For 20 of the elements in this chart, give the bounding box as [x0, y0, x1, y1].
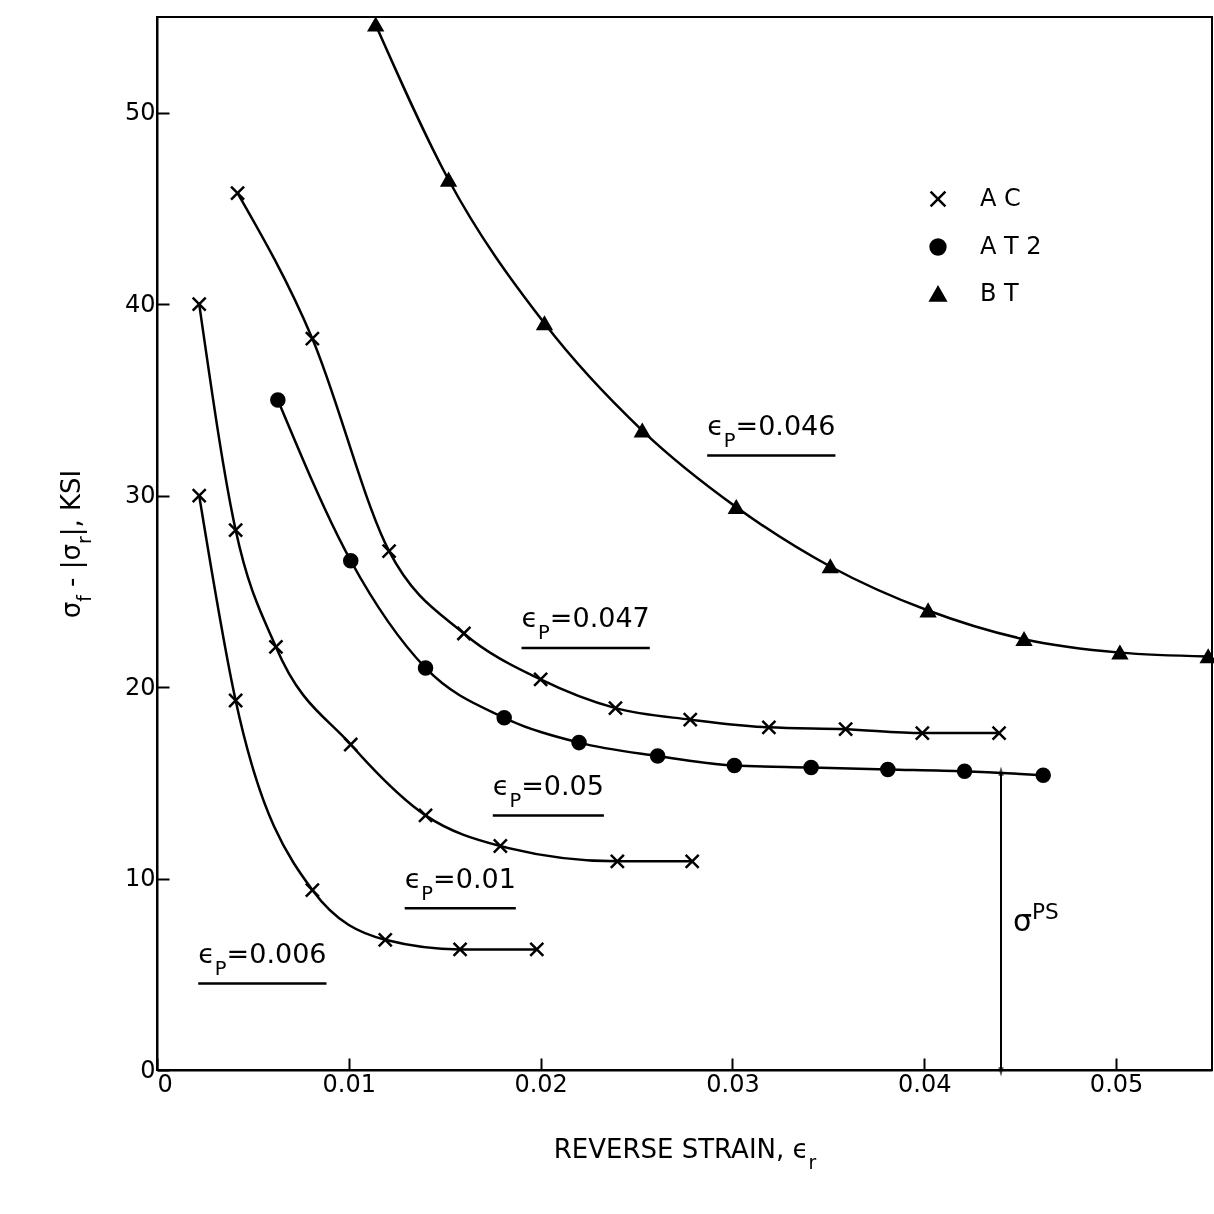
y-tick-label: 10: [124, 864, 156, 893]
annotation: ϵ$_{P}$=0.006: [198, 938, 327, 980]
x-tick-label: 0.02: [514, 1069, 568, 1098]
x-tick-label: 0.05: [1089, 1069, 1144, 1098]
legend-label: A T 2: [980, 232, 1042, 260]
legend-label: B T: [980, 279, 1020, 307]
y-tick-label: 40: [124, 289, 156, 318]
annotation: ϵ$_{P}$=0.047: [521, 602, 650, 644]
annotation: ϵ$_{P}$=0.046: [707, 410, 836, 452]
y-tick-label: 30: [124, 481, 156, 510]
y-tick-label: 50: [124, 98, 156, 127]
x-tick-label: 0.01: [322, 1069, 377, 1098]
ref-line-label: σ$^{PS}$: [1013, 898, 1059, 938]
y-tick-label: 20: [124, 672, 156, 701]
x-axis-title: REVERSE STRAIN, ϵ$_{r}$: [553, 1133, 817, 1172]
x-tick-label: 0.03: [706, 1069, 760, 1098]
x-tick-label: 0.04: [898, 1069, 952, 1098]
annotation: ϵ$_{P}$=0.01: [404, 862, 516, 905]
annotation: ϵ$_{P}$=0.05: [492, 770, 604, 812]
legend-label: A C: [980, 184, 1021, 212]
